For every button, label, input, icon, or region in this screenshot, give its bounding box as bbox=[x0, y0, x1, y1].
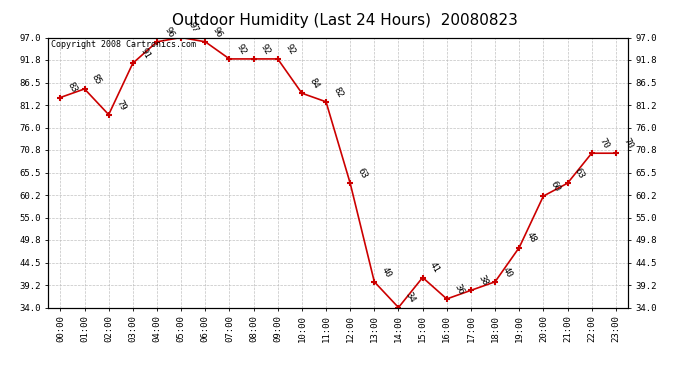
Text: 83: 83 bbox=[66, 81, 79, 95]
Text: 96: 96 bbox=[211, 25, 224, 39]
Text: 40: 40 bbox=[380, 265, 393, 279]
Text: Copyright 2008 Cartronics.com: Copyright 2008 Cartronics.com bbox=[51, 40, 196, 49]
Text: 41: 41 bbox=[428, 261, 442, 275]
Text: 85: 85 bbox=[90, 72, 104, 86]
Text: 70: 70 bbox=[598, 136, 611, 150]
Text: 70: 70 bbox=[622, 136, 635, 150]
Text: 92: 92 bbox=[235, 42, 248, 56]
Text: 60: 60 bbox=[549, 180, 562, 193]
Text: 91: 91 bbox=[139, 46, 152, 60]
Text: 79: 79 bbox=[115, 98, 128, 112]
Text: 38: 38 bbox=[477, 274, 490, 288]
Text: 63: 63 bbox=[573, 166, 586, 180]
Text: 40: 40 bbox=[501, 265, 514, 279]
Text: 96: 96 bbox=[163, 25, 176, 39]
Text: 63: 63 bbox=[356, 166, 369, 180]
Text: 34: 34 bbox=[404, 291, 417, 305]
Text: 92: 92 bbox=[259, 42, 273, 56]
Text: 36: 36 bbox=[453, 282, 466, 296]
Text: 92: 92 bbox=[284, 42, 297, 56]
Text: 97: 97 bbox=[187, 21, 200, 35]
Text: 82: 82 bbox=[332, 85, 345, 99]
Text: 48: 48 bbox=[525, 231, 538, 245]
Text: Outdoor Humidity (Last 24 Hours)  20080823: Outdoor Humidity (Last 24 Hours) 2008082… bbox=[172, 13, 518, 28]
Text: 84: 84 bbox=[308, 76, 321, 90]
